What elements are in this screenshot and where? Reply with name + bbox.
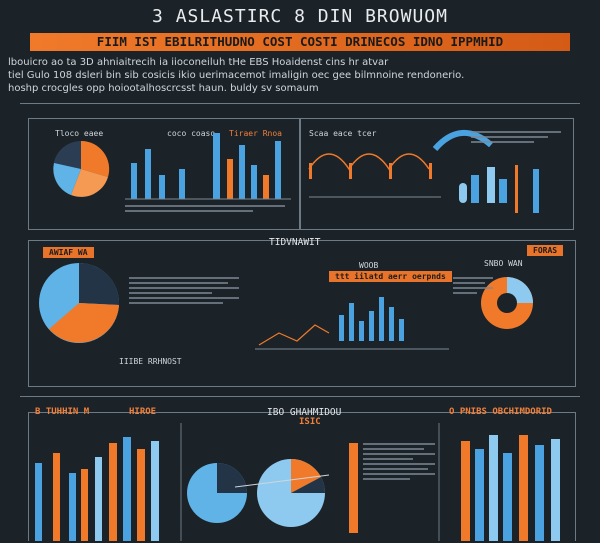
bar — [159, 175, 165, 199]
row2-mid-tag: ttt iilatd aerr oerpnds — [329, 271, 452, 282]
row2-right-lines — [453, 277, 493, 297]
bar — [227, 159, 233, 199]
row2-text-lines — [129, 277, 239, 307]
row3-pie-right — [257, 459, 325, 527]
panel-row1-left: Tloco eaee coco coaso Tiraer Rnoa — [28, 118, 300, 230]
row2-mid-label: SNBO WAN — [484, 259, 523, 268]
row3-right-title: O PNIBS OBCHIMDORID — [449, 407, 552, 417]
bar — [251, 165, 257, 199]
row1-bars — [131, 149, 185, 199]
row3-text-lines — [363, 443, 435, 483]
panel-row3: B TUHHIN M HIROE IBO GHAHMIDOU ISIC O PN… — [28, 407, 576, 541]
row2-mid-title: TIDVNAWIT — [269, 237, 321, 248]
bar — [349, 443, 358, 533]
row3-left-title: B TUHHIN M — [35, 407, 90, 417]
headline-banner: FIIM IST EBILRITHUDNO COST COSTI DRINECO… — [30, 33, 570, 51]
divider — [20, 103, 580, 104]
bar — [179, 169, 185, 199]
row2-mid-bars — [339, 297, 404, 341]
row1-right-bars — [459, 165, 539, 213]
pie-slice — [71, 169, 108, 197]
row2-mid-sub: WOOB — [359, 261, 379, 270]
row2-bottom-label: IIIBE RRHNOST — [119, 357, 182, 366]
page-title: 3 ASLASTIRC 8 DIN BROWUOM — [152, 6, 448, 27]
wave-line — [308, 153, 430, 171]
bar — [145, 149, 151, 199]
intro-text: lbouicro ao ta 3D ahniaitrecih ia iiocon… — [8, 56, 592, 95]
row3-pie-left — [187, 463, 247, 523]
pie-slice — [53, 163, 81, 195]
row3-mid-sub: ISIC — [299, 417, 321, 427]
row1-pie — [53, 140, 110, 197]
row1-pie-title: Tloco eaee — [55, 129, 104, 138]
intro-line-2: tiel Gulo 108 dsleri bin sib cosicis iki… — [8, 70, 465, 81]
row3-graphics — [35, 423, 560, 541]
row1-wave-title: Scaa eace tcer — [309, 129, 377, 138]
row2-right-tag: FORAS — [527, 245, 564, 256]
row3-right-bars — [461, 435, 560, 541]
row2-pie — [39, 262, 120, 343]
trend-line — [258, 324, 330, 346]
row1-graphics — [53, 133, 291, 200]
bar — [275, 141, 281, 199]
bar — [239, 145, 245, 199]
row3-left-bars — [35, 437, 159, 541]
pie-slice — [81, 140, 110, 177]
intro-line-3: hoshp crocgles opp hoiootalhoscrcsst hau… — [8, 83, 319, 94]
bar — [263, 175, 269, 199]
row1-right-lines — [471, 131, 561, 146]
row1-bars-2 — [213, 133, 281, 199]
row3-mid-title: IBO GHAHMIDOU — [267, 407, 342, 418]
row1-bars2-title: Tiraer Rnoa — [229, 129, 282, 138]
row2-left-tag: AWIAF WA — [43, 247, 94, 258]
row1-caption-lines — [125, 205, 285, 215]
bar — [131, 163, 137, 199]
panel-row1-right: Scaa eace tcer — [300, 118, 574, 230]
row2-graphics — [39, 262, 533, 350]
panel-row2: AWIAF WA TIDVNAWIT WOOB ttt iilatd aerr … — [28, 237, 576, 387]
row3-left-title2: HIROE — [129, 407, 157, 417]
arc — [432, 129, 493, 152]
row1-bars-title: coco coaso — [167, 129, 216, 138]
wave-markers — [309, 163, 432, 179]
row2-right-donut — [481, 277, 533, 329]
divider — [20, 396, 580, 397]
intro-line-1: lbouicro ao ta 3D ahniaitrecih ia iiocon… — [8, 57, 389, 68]
bar — [213, 133, 220, 199]
connector — [234, 474, 330, 488]
row1-wave-graphics — [308, 129, 539, 213]
